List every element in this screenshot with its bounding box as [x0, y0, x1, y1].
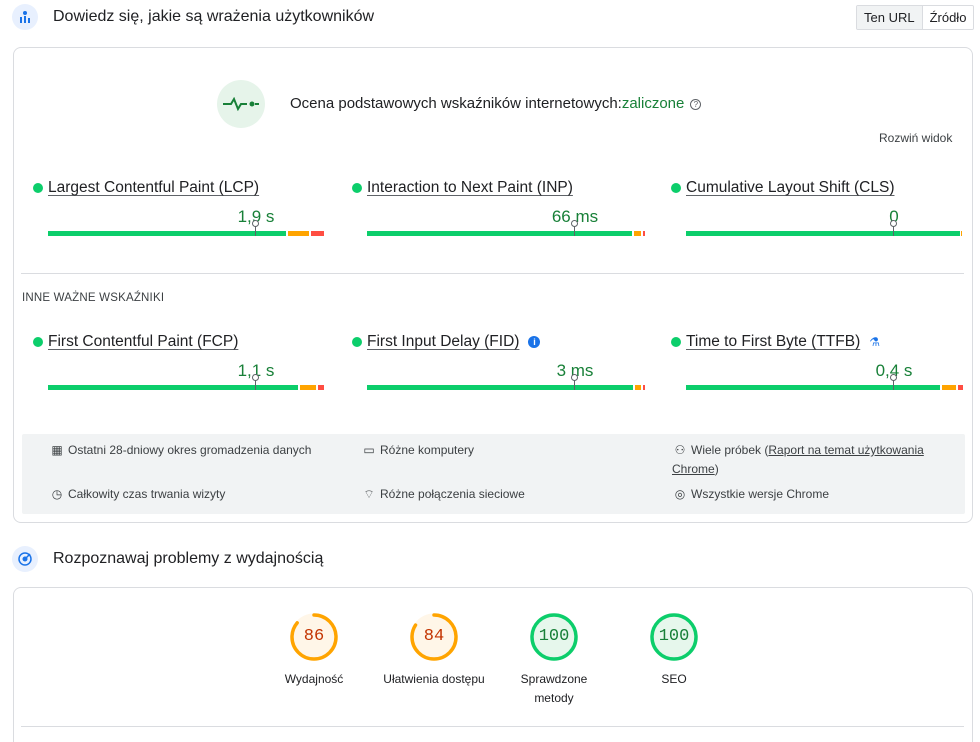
metric-inp-distribution — [367, 231, 645, 236]
metric-lcp-value: 1,9 s — [237, 207, 275, 226]
info-icon[interactable]: i — [528, 336, 541, 348]
metric-ttfb-value: 0,4 s — [875, 361, 913, 380]
assessment-status: zaliczone — [621, 95, 685, 112]
pass-dot-icon — [671, 183, 681, 193]
collection-period: ▦ Ostatni 28-dniowy okres gromadzenia dan… — [49, 441, 311, 460]
metric-inp-value: 66 ms — [551, 207, 599, 226]
score-ring — [530, 613, 578, 661]
people-icon: ⚇ — [674, 443, 686, 457]
pass-dot-icon — [33, 183, 43, 193]
score-value: 84 — [423, 627, 445, 646]
metric-cls-link[interactable]: Cumulative Layout Shift (CLS) — [686, 179, 895, 196]
metric-fid-link[interactable]: First Input Delay (FID) — [367, 333, 520, 350]
wifi-icon: ⌔ — [363, 487, 375, 501]
crux-report-link-chrome[interactable]: Chrome — [672, 462, 715, 476]
score-gauge[interactable]: 100 — [529, 612, 579, 662]
metric-inp-link[interactable]: Interaction to Next Paint (INP) — [367, 179, 573, 196]
score-gauge[interactable]: 100 — [649, 612, 699, 662]
crux-report-link[interactable]: Raport na temat użytkowania — [768, 443, 924, 457]
percentile-marker — [571, 220, 578, 236]
origin-tab[interactable]: Źródło — [922, 6, 974, 29]
metric-inp: Interaction to Next Paint (INP) 66 ms — [352, 179, 645, 243]
ux-section-title: Dowiedz się, jakie są wrażenia użytkowni… — [53, 8, 375, 25]
perf-section-title: Rozpoznawaj problemy z wydajnością — [53, 550, 324, 567]
percentile-marker — [252, 374, 259, 390]
percentile-marker — [890, 220, 897, 236]
score-label: Sprawdzone metody — [520, 672, 588, 705]
chrome-versions-info: ◎ Wszystkie wersje Chrome — [672, 485, 829, 504]
percentile-marker — [571, 374, 578, 390]
vitals-pulse-icon — [217, 80, 265, 128]
metric-fid: First Input Delay (FID) i 3 ms — [352, 333, 645, 397]
other-metrics-label: INNE WAŻNE WSKAŹNIKI — [22, 292, 165, 304]
chrome-icon: ◎ — [674, 487, 686, 501]
pass-dot-icon — [671, 337, 681, 347]
metric-cls-distribution — [686, 231, 962, 236]
help-icon[interactable]: ? — [690, 98, 702, 110]
metric-ttfb-distribution — [686, 385, 964, 390]
score-gauge[interactable]: 84 — [409, 612, 459, 662]
metric-fid-value: 3 ms — [556, 361, 594, 380]
score-label: Ułatwienia dostępu — [383, 672, 485, 686]
timer-icon: ◷ — [51, 487, 63, 501]
metric-fcp: First Contentful Paint (FCP) 1,1 s — [33, 333, 324, 397]
percentile-marker — [252, 220, 259, 236]
this-url-tab[interactable]: Ten URL — [857, 6, 923, 29]
score-value: 100 — [538, 627, 570, 646]
metric-fcp-value: 1,1 s — [237, 361, 275, 380]
score-value: 86 — [303, 627, 325, 646]
score-gauge[interactable]: 86 — [289, 612, 339, 662]
pass-dot-icon — [352, 183, 362, 193]
calendar-icon: ▦ — [51, 443, 63, 457]
section-divider — [21, 726, 964, 727]
section-divider — [21, 273, 964, 274]
lighthouse-scores-card: 86 Wydajność 84 Ułatwienia dostępu 100 Sprawd… — [13, 587, 973, 742]
score-value: 100 — [658, 627, 690, 646]
assessment-heading: Ocena podstawowych wskaźników internetow… — [290, 95, 702, 112]
score-label: SEO — [661, 672, 687, 686]
samples-info: ⚇ Wiele próbek (Raport na temat użytkowan… — [672, 443, 924, 476]
network-info: ⌔ Różne połączenia sieciowe — [361, 485, 524, 504]
visit-duration-info: ◷ Całkowity czas trwania wizyty — [49, 485, 226, 504]
metric-lcp-distribution — [48, 231, 326, 236]
data-collection-info: ▦ Ostatni 28-dniowy okres gromadzenia dan… — [22, 434, 965, 514]
metric-lcp-link[interactable]: Largest Contentful Paint (LCP) — [48, 179, 260, 196]
metric-ttfb: Time to First Byte (TTFB) ⚗ 0,4 s — [671, 333, 963, 397]
score-ring — [410, 613, 458, 661]
assessment-label: Ocena podstawowych wskaźników internetow… — [290, 95, 622, 112]
pass-dot-icon — [352, 337, 362, 347]
user-experience-icon — [12, 4, 38, 30]
metric-cls: Cumulative Layout Shift (CLS) 0 — [671, 179, 962, 243]
metric-fid-distribution — [367, 385, 645, 390]
score-ring — [650, 613, 698, 661]
metric-lcp: Largest Contentful Paint (LCP) 1,9 s — [33, 179, 324, 243]
expand-view-button[interactable]: Rozwiń widok — [879, 131, 953, 145]
pass-dot-icon — [33, 337, 43, 347]
percentile-marker — [890, 374, 897, 390]
metric-ttfb-link[interactable]: Time to First Byte (TTFB) — [686, 333, 861, 350]
devices-icon: ▭ — [363, 443, 375, 457]
devices-info: ▭ Różne komputery — [361, 441, 474, 460]
score-ring — [290, 613, 338, 661]
url-origin-toggle[interactable]: Ten URL Źródło — [856, 5, 975, 30]
metric-fcp-distribution — [48, 385, 326, 390]
core-web-vitals-card: Ocena podstawowych wskaźników internetow… — [13, 47, 973, 523]
experimental-flask-icon: ⚗ — [869, 335, 880, 349]
performance-diagnosis-icon — [12, 546, 38, 572]
metric-fcp-link[interactable]: First Contentful Paint (FCP) — [48, 333, 239, 350]
score-label: Wydajność — [284, 672, 344, 686]
metric-cls-value: 0 — [889, 207, 899, 226]
